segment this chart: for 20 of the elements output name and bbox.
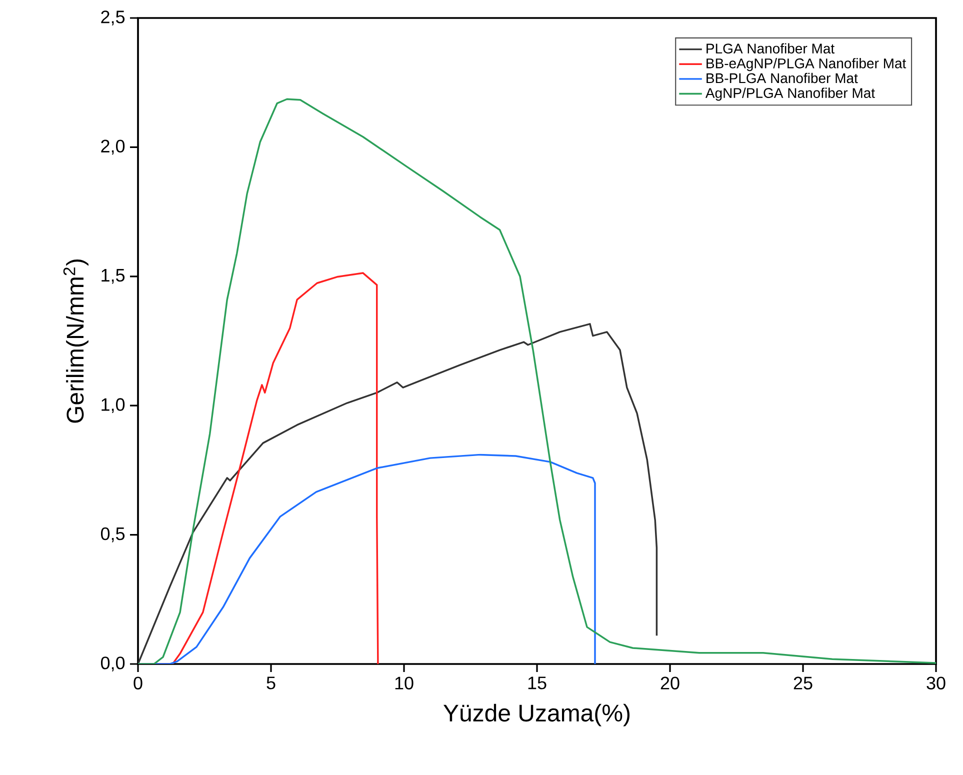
x-tick-label: 5 (266, 676, 276, 690)
legend-label: AgNP/PLGA Nanofiber Mat (705, 88, 875, 101)
y-tick-label: 2,0 (101, 140, 125, 155)
x-tick-label: 30 (926, 676, 946, 690)
y-tick-label: 2,5 (101, 10, 125, 26)
line-series (138, 323, 658, 664)
y-tick-label: 0,0 (100, 656, 125, 672)
x-tick-label: 20 (660, 676, 680, 690)
legend-label: BB-eAgNP/PLGA Nanofiber Mat (706, 58, 906, 72)
legend-label: BB-PLGA Nanofiber Mat (706, 72, 858, 84)
y-axis-title: Gerilim(N/mm$^{2}$) (63, 260, 88, 423)
y-tick-label: 1,5 (102, 269, 125, 284)
x-axis-title: Yüzde Uzama(%) (443, 704, 630, 726)
x-tick-label: 0 (134, 676, 142, 690)
legend-label: PLGA Nanofiber Mat (706, 43, 834, 54)
y-tick-label: 0,5 (100, 527, 125, 542)
x-tick-label: 10 (395, 676, 414, 690)
x-tick-label: 15 (528, 676, 546, 690)
x-tick-label: 25 (794, 676, 812, 690)
y-tick-label: 1,0 (102, 398, 125, 414)
